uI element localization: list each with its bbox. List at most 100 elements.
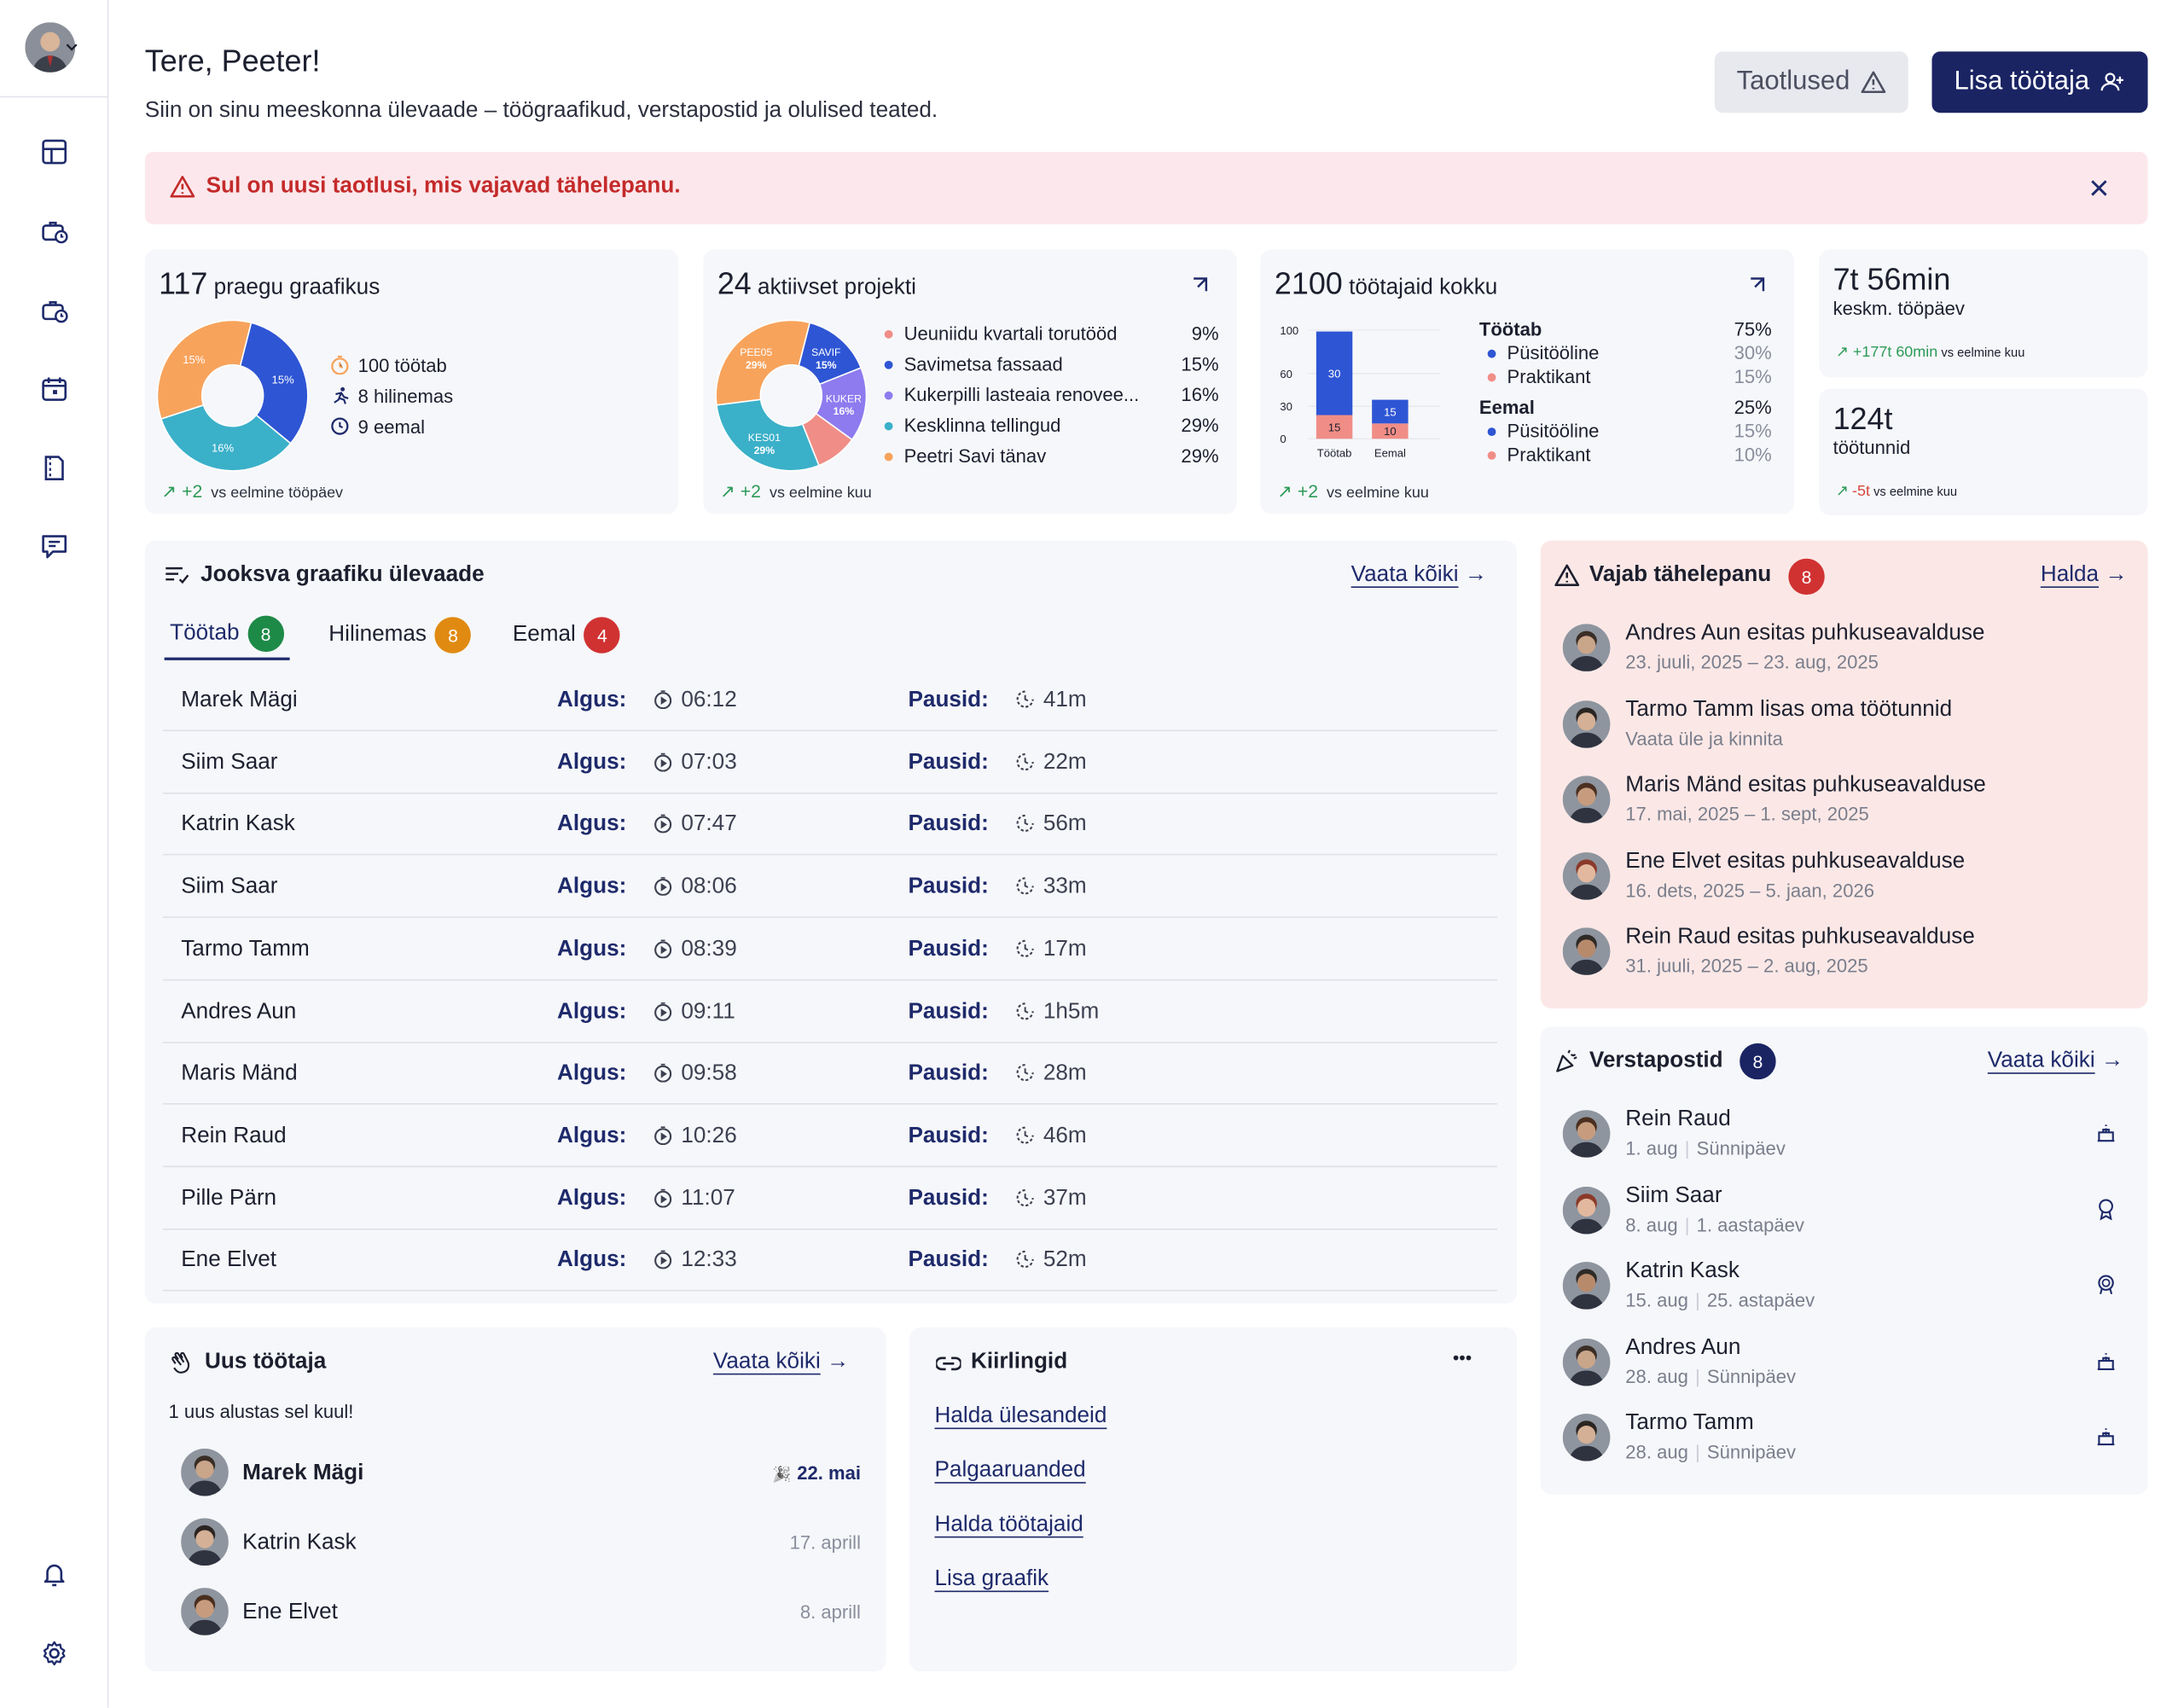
- project-legend-item[interactable]: Savimetsa fassaad 15%: [884, 350, 1219, 381]
- chevron-down-icon[interactable]: [66, 44, 78, 52]
- tab-töötab[interactable]: Töötab 8: [164, 610, 290, 660]
- avatar: [1562, 624, 1611, 671]
- running-icon: [334, 386, 349, 404]
- start-label: Algus:: [557, 1061, 627, 1086]
- avatar: [1562, 1110, 1611, 1158]
- projects-card: 24 aktiivset projekti SAVIF 15% KUKER 16% KE…: [703, 249, 1237, 514]
- legend-dot: [884, 392, 893, 401]
- row-label: Praktikant: [1507, 366, 1591, 387]
- requests-button-label: Taotlused: [1736, 67, 1850, 96]
- table-row[interactable]: Rein Raud Algus: 10:26 Pausid: 46m: [163, 1106, 1498, 1167]
- more-options-icon[interactable]: •••: [1452, 1346, 1472, 1368]
- timer-icon: [331, 355, 349, 375]
- separator: |: [1695, 1365, 1700, 1387]
- expand-icon[interactable]: [1191, 275, 1211, 294]
- quicklink[interactable]: Halda töötajaid: [934, 1513, 1083, 1537]
- milestones-see-all-link[interactable]: Vaata kõiki →: [1987, 1049, 2124, 1073]
- chat-icon[interactable]: [40, 532, 68, 561]
- work-hours-label: töötunnid: [1833, 437, 1911, 459]
- table-row[interactable]: Ene Elvet Algus: 12:33 Pausid: 52m: [163, 1230, 1498, 1292]
- timer-icon: [653, 874, 682, 898]
- table-row[interactable]: Andres Aun Algus: 09:11 Pausid: 1h5m: [163, 981, 1498, 1043]
- new-employee-date: 🎉 22. mai: [772, 1462, 861, 1483]
- pause-label: Pausid:: [908, 937, 989, 961]
- project-name: Kesklinna tellingud: [903, 415, 1061, 437]
- milestone-item[interactable]: Katrin Kask 15. aug | 25. astapäev: [1562, 1259, 2120, 1315]
- avatar: [181, 1518, 229, 1566]
- new-employee-date: 8. aprill: [800, 1602, 861, 1623]
- table-row[interactable]: Siim Saar Algus: 07:03 Pausid: 22m: [163, 732, 1498, 794]
- new-employee-item[interactable]: Katrin Kask 17. aprill: [181, 1518, 861, 1569]
- document-icon[interactable]: [40, 454, 68, 482]
- new-employee-item[interactable]: Marek Mägi 🎉 22. mai: [181, 1448, 861, 1499]
- new-employee-item[interactable]: Ene Elvet 8. aprill: [181, 1588, 861, 1638]
- group-header: Eemal 25%: [1479, 397, 1772, 421]
- quicklinks-panel: Kiirlingid ••• Halda ülesandeid Palgaarua…: [909, 1327, 1517, 1672]
- slice-pct-label: 16%: [834, 405, 855, 417]
- project-name: Peetri Savi tänav: [903, 445, 1047, 467]
- bar-segment: [1316, 331, 1353, 415]
- attention-title: Vajab tähelepanu: [1589, 562, 1772, 587]
- start-label: Algus:: [557, 1124, 627, 1148]
- start-label: Algus:: [557, 1186, 627, 1211]
- attention-item[interactable]: Andres Aun esitas puhkuseavalduse 23. juu…: [1562, 621, 2120, 677]
- start-time: 11:07: [653, 1186, 735, 1211]
- employees-trend: ↗ +2 vs eelmine kuu: [1277, 480, 1429, 502]
- table-row[interactable]: Maris Mänd Algus: 09:58 Pausid: 28m: [163, 1043, 1498, 1105]
- new-employee-note: 1 uus alustas sel kuul!: [168, 1401, 354, 1422]
- attention-panel: Vajab tähelepanu 8 Halda → Andres Aun es…: [1540, 540, 2148, 1009]
- start-label: Algus:: [557, 1248, 627, 1273]
- calendar-icon[interactable]: [40, 375, 68, 403]
- row-pct: 10%: [1734, 444, 1772, 466]
- attention-item[interactable]: Tarmo Tamm lisas oma töötunnid Vaata üle …: [1562, 697, 2120, 752]
- project-legend-item[interactable]: Ueuniidu kvartali torutööd 9%: [884, 319, 1219, 350]
- donut-slice: [160, 404, 292, 472]
- user-avatar[interactable]: [25, 22, 76, 73]
- quicklink[interactable]: Palgaaruanded: [934, 1458, 1086, 1483]
- briefcase-clock-icon[interactable]: [40, 218, 68, 246]
- quicklink[interactable]: Halda ülesandeid: [934, 1403, 1107, 1428]
- milestone-item[interactable]: Siim Saar 8. aug | 1. aastapäev: [1562, 1183, 2120, 1239]
- new-employee-title: Uus töötaja: [204, 1350, 327, 1374]
- quicklink[interactable]: Lisa graafik: [934, 1566, 1049, 1591]
- attention-item[interactable]: Ene Elvet esitas puhkuseavalduse 16. dets…: [1562, 849, 2120, 904]
- add-employee-button[interactable]: Lisa töötaja: [1931, 51, 2148, 113]
- warning-icon: [170, 176, 195, 198]
- attention-item[interactable]: Rein Raud esitas puhkuseavalduse 31. juul…: [1562, 925, 2120, 980]
- avatar: [1562, 1338, 1611, 1386]
- start-time-value: 07:47: [681, 812, 737, 837]
- briefcase-time-icon[interactable]: [40, 297, 68, 325]
- pause-time-value: 22m: [1043, 750, 1087, 775]
- attention-item-title: Ene Elvet esitas puhkuseavalduse: [1625, 849, 1966, 873]
- bell-icon[interactable]: [40, 1560, 68, 1589]
- table-row[interactable]: Pille Pärn Algus: 11:07 Pausid: 37m: [163, 1168, 1498, 1229]
- new-employee-date: 17. aprill: [790, 1532, 861, 1553]
- link-icon: [936, 1357, 961, 1371]
- tab-hilinemas[interactable]: Hilinemas 8: [323, 610, 477, 660]
- tab-eemal[interactable]: Eemal 4: [507, 610, 625, 660]
- expand-icon[interactable]: [1748, 275, 1768, 294]
- new-employee-see-all-link[interactable]: Vaata kõiki →: [712, 1350, 850, 1374]
- table-row[interactable]: Katrin Kask Algus: 07:47 Pausid: 56m: [163, 794, 1498, 857]
- requests-button[interactable]: Taotlused: [1714, 51, 1908, 113]
- table-row[interactable]: Tarmo Tamm Algus: 08:39 Pausid: 17m: [163, 919, 1498, 981]
- project-legend-item[interactable]: Kukerpilli lasteaia renovee... 16%: [884, 381, 1219, 411]
- attention-item[interactable]: Maris Mänd esitas puhkuseavalduse 17. mai…: [1562, 773, 2120, 828]
- attention-item-subtitle: 17. mai, 2025 – 1. sept, 2025: [1625, 804, 1869, 825]
- table-row[interactable]: Siim Saar Algus: 08:06 Pausid: 33m: [163, 857, 1498, 919]
- project-legend-item[interactable]: Kesklinna tellingud 29%: [884, 411, 1219, 442]
- employees-count: 2100: [1274, 265, 1343, 301]
- main-content: Tere, Peeter! Siin on sinu meeskonna üle…: [108, 0, 2184, 1708]
- date-value: 17. aprill: [789, 1531, 861, 1554]
- milestone-item[interactable]: Andres Aun 28. aug | Sünnipäev: [1562, 1335, 2120, 1391]
- attention-manage-link[interactable]: Halda →: [2040, 562, 2128, 587]
- milestone-item[interactable]: Tarmo Tamm 28. aug | Sünnipäev: [1562, 1411, 2120, 1467]
- milestone-item[interactable]: Rein Raud 1. aug | Sünnipäev: [1562, 1107, 2120, 1163]
- overview-see-all-link[interactable]: Vaata kõiki →: [1350, 562, 1487, 587]
- close-icon[interactable]: [2091, 180, 2108, 197]
- table-row[interactable]: Marek Mägi Algus: 06:12 Pausid: 41m: [163, 670, 1498, 732]
- gear-icon[interactable]: [40, 1640, 68, 1668]
- milestone-date: 1. aug: [1625, 1137, 1678, 1159]
- project-legend-item[interactable]: Peetri Savi tänav 29%: [884, 442, 1219, 473]
- dashboard-icon[interactable]: [40, 138, 68, 166]
